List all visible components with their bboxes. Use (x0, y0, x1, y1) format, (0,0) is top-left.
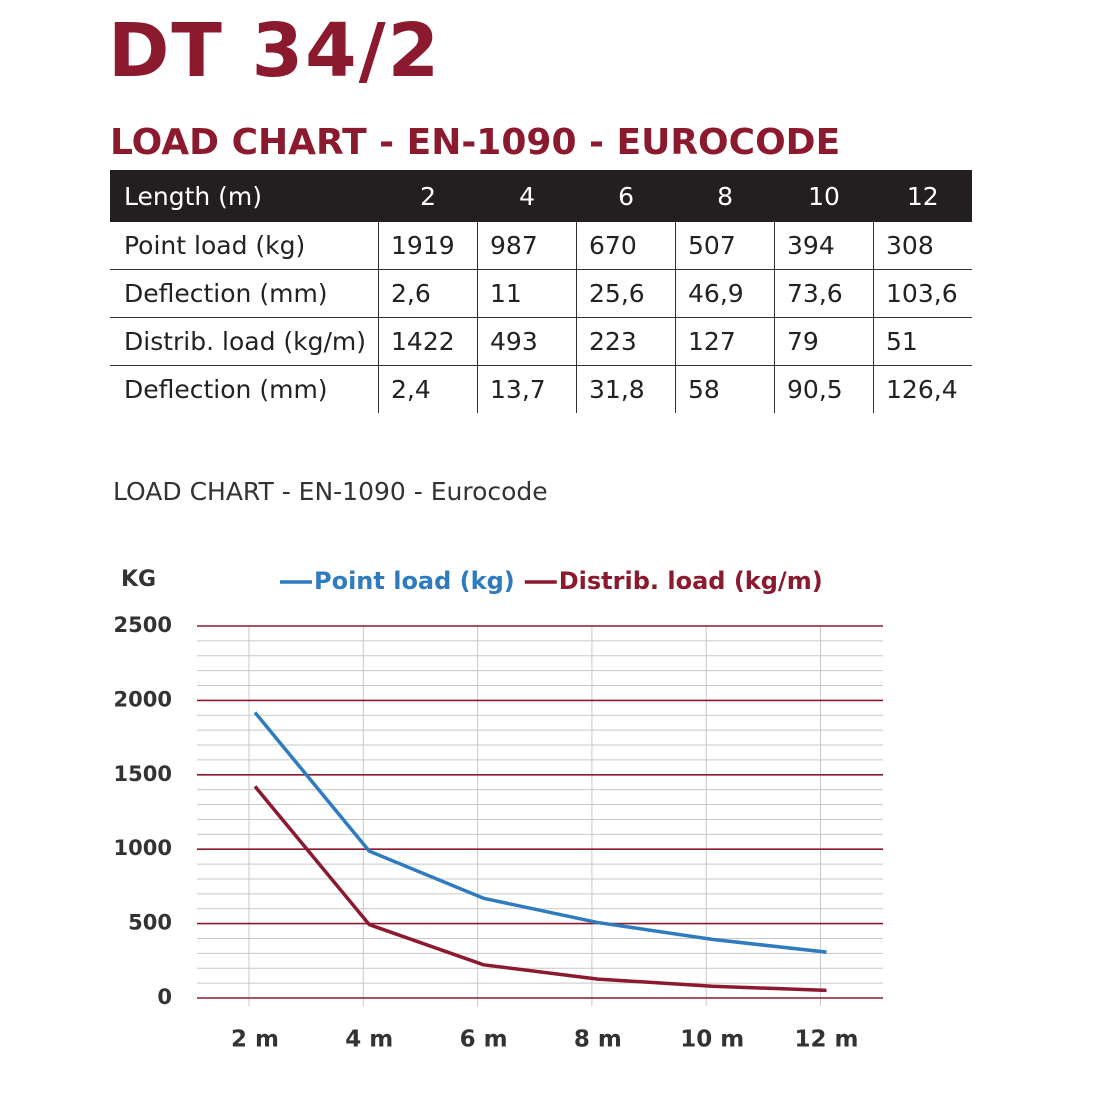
x-tick-label: 10 m (680, 1027, 744, 1053)
table-cell: 31,8 (576, 365, 677, 413)
table-cell: 126,4 (886, 375, 958, 404)
table-cell: Length (m) (110, 170, 379, 222)
x-tick-label: 6 m (460, 1027, 508, 1053)
table-cell: 10 (774, 170, 874, 222)
x-tick-label: 12 m (795, 1027, 859, 1053)
table-row: Deflection (mm) 2,4 13,7 31,8 58 90,5 126,4 (110, 365, 972, 413)
table-cell: 8 (675, 170, 775, 222)
table-cell: 1919 (378, 222, 479, 270)
table-cell: 493 (477, 317, 578, 366)
y-tick-label: 1000 (114, 836, 172, 860)
y-tick-label: 2500 (114, 613, 172, 637)
table-cell: 79 (774, 317, 875, 366)
table-row: Deflection (mm) 2,6 11 25,6 46,9 73,6 103,6 (110, 269, 973, 318)
table-cell: 12 (873, 170, 973, 222)
table-cell: 4 (477, 170, 577, 222)
y-tick-label: 0 (157, 985, 172, 1009)
series-line (253, 785, 827, 993)
table-cell: 987 (477, 222, 578, 270)
header-row: Length (m) 2 4 6 8 10 12 (110, 170, 973, 222)
table-cell: 25,6 (576, 269, 677, 318)
table-cell: Deflection (mm) (110, 365, 380, 413)
legend-label: Point load (kg) (314, 567, 515, 595)
table-cell: Point load (kg) (110, 222, 380, 270)
y-tick-label: 1500 (114, 762, 172, 786)
table-cell: 670 (576, 222, 677, 270)
table-cell: Distrib. load (kg/m) (110, 317, 380, 366)
table-cell: 11 (477, 269, 578, 318)
table-cell: Deflection (mm) (110, 269, 380, 318)
x-tick-label: 8 m (574, 1027, 622, 1053)
y-tick-label: 500 (128, 911, 172, 935)
chart: LOAD CHART - EN-1090 - Eurocode KG 0 500 1… (113, 477, 883, 1053)
section-title: LOAD CHART - EN-1090 - EUROCODE (110, 122, 841, 163)
table-cell: 90,5 (774, 365, 875, 413)
table-cell: 2,4 (378, 365, 479, 413)
table-cell: 308 (873, 222, 973, 270)
table-cell: 394 (774, 222, 875, 270)
load-table: Length (m) 2 4 6 8 10 12 Point load (kg) 1919 987… (110, 170, 973, 413)
table-cell: 127 (675, 317, 776, 366)
table-cell: 46,9 (675, 269, 776, 318)
x-tick-label: 4 m (345, 1027, 393, 1053)
table-cell: 507 (675, 222, 776, 270)
table-cell: 103,6 (873, 269, 973, 318)
y-axis-label: KG (121, 567, 156, 592)
y-tick-label: 2000 (114, 687, 172, 711)
table-row: Distrib. load (kg/m) 1422 493 223 127 79 51 (110, 317, 973, 366)
table-cell: 2,6 (378, 269, 479, 318)
table-row: Point load (kg) 1919 987 670 507 394 308 (110, 222, 973, 270)
table-cell: 51 (873, 317, 973, 366)
series-line (253, 711, 827, 954)
table-cell: 73,6 (774, 269, 875, 318)
x-tick-label: 2 m (231, 1027, 279, 1053)
product-title: DT 34/2 (108, 8, 442, 94)
table-cell: 6 (576, 170, 676, 222)
table-cell: 13,7 (477, 365, 578, 413)
table-cell: 1422 (378, 317, 479, 366)
chart-title: LOAD CHART - EN-1090 - Eurocode (113, 477, 548, 506)
table-cell: 58 (675, 365, 776, 413)
legend-label: Distrib. load (kg/m) (559, 567, 823, 595)
table-cell: 2 (378, 170, 478, 222)
table-cell: 223 (576, 317, 677, 366)
